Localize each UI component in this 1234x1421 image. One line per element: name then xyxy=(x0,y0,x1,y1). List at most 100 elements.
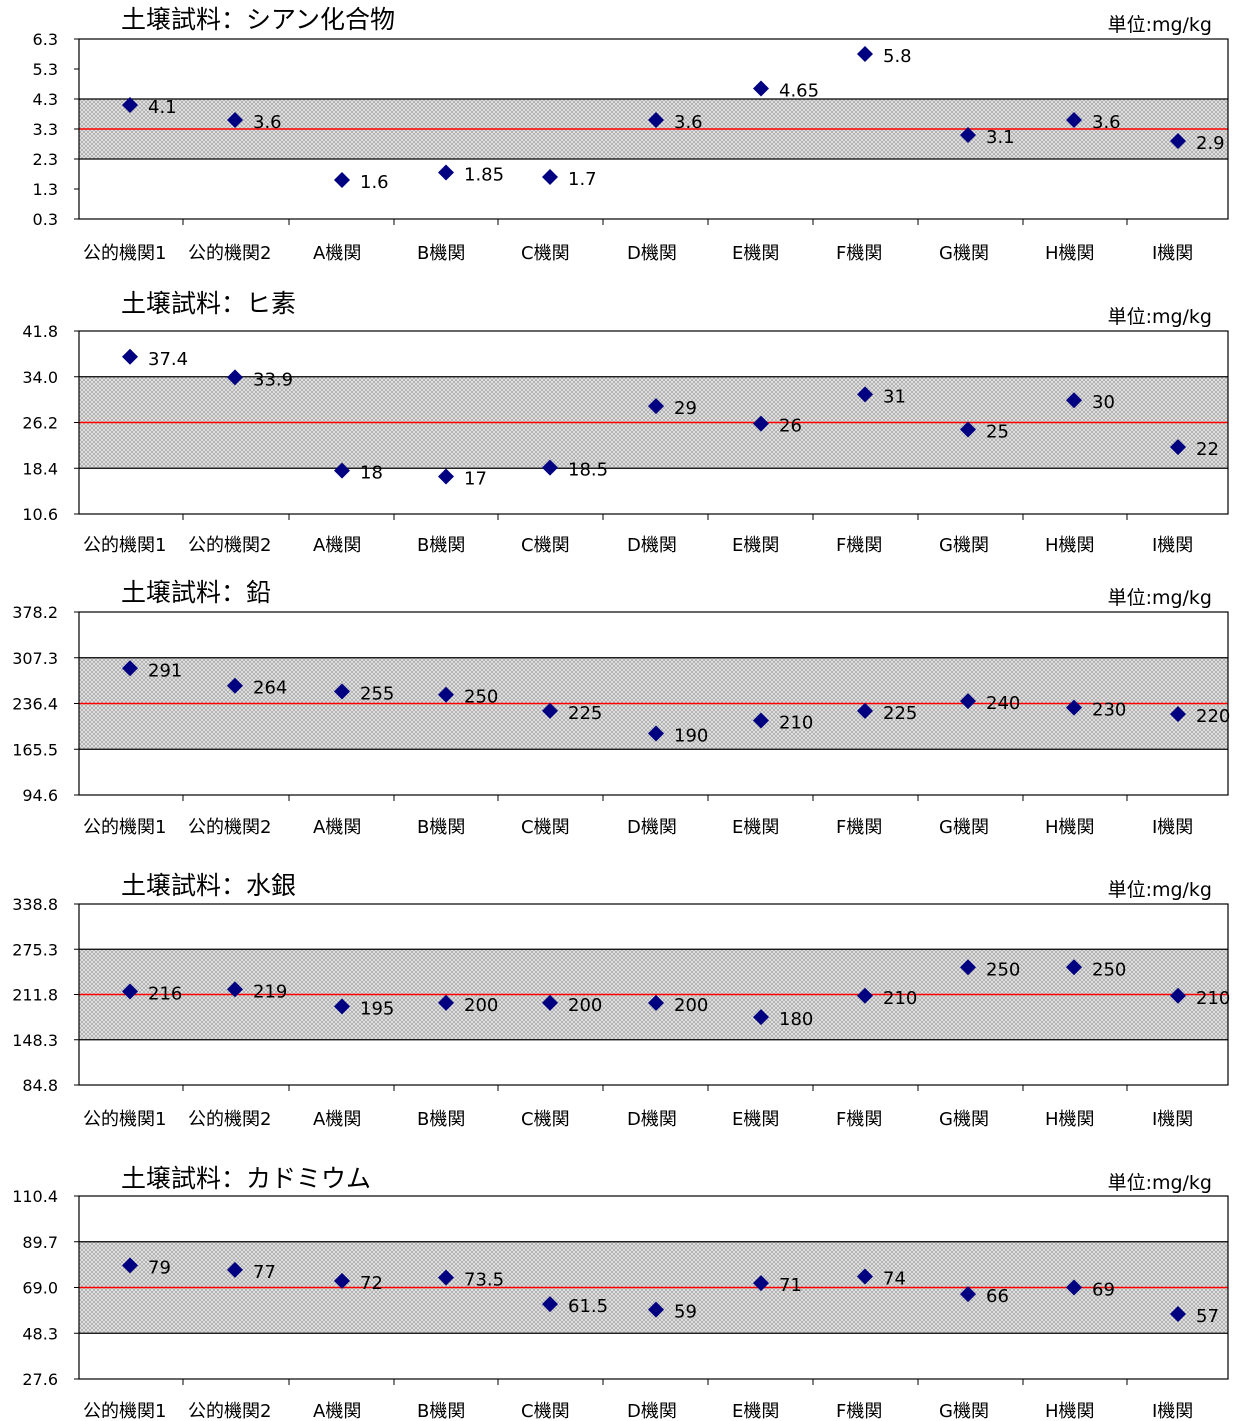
category-label: 公的機関2 xyxy=(188,1401,271,1421)
data-label: 17 xyxy=(464,468,487,489)
data-label: 240 xyxy=(986,693,1020,714)
data-point xyxy=(857,702,873,719)
y-tick-label: 6.3 xyxy=(33,30,58,49)
y-tick-label: 211.8 xyxy=(12,986,58,1005)
data-point xyxy=(857,987,873,1004)
chart-panel-1: 土壌試料：シアン化合物 単位:mg/kg 6.3 5.3 4.3 3.3 2.3 1.3 0.3… xyxy=(33,5,1229,264)
y-tick-label: 3.3 xyxy=(33,120,58,139)
data-label: 3.6 xyxy=(1092,112,1121,133)
category-label: E機関 xyxy=(732,243,779,264)
data-point xyxy=(438,164,454,181)
data-point xyxy=(753,415,769,432)
data-point xyxy=(753,1275,769,1292)
data-label: 190 xyxy=(674,725,708,746)
data-label: 220 xyxy=(1196,706,1230,727)
category-label: B機関 xyxy=(417,243,465,264)
category-label: C機関 xyxy=(521,535,570,556)
data-point xyxy=(122,983,138,1000)
category-label: I機関 xyxy=(1152,535,1193,556)
category-label: A機関 xyxy=(313,817,361,838)
category-label: I機関 xyxy=(1152,243,1193,264)
data-point xyxy=(438,1269,454,1286)
category-label: G機関 xyxy=(939,1109,989,1130)
data-label: 26 xyxy=(779,416,802,437)
data-label: 59 xyxy=(674,1302,697,1323)
unit-label: 単位:mg/kg xyxy=(1108,14,1212,36)
y-tick-label: 275.3 xyxy=(12,940,58,959)
data-point xyxy=(438,686,454,703)
category-label: B機関 xyxy=(417,817,465,838)
data-point xyxy=(960,693,976,710)
data-point xyxy=(334,172,350,188)
category-label: A機関 xyxy=(313,1109,361,1130)
data-label: 230 xyxy=(1092,700,1126,721)
category-label: A機関 xyxy=(313,535,361,556)
data-point xyxy=(227,677,243,694)
category-label: H機関 xyxy=(1045,817,1095,838)
data-point xyxy=(857,386,873,403)
data-label: 210 xyxy=(779,713,813,734)
category-label: E機関 xyxy=(732,535,779,556)
y-tick-label: 26.2 xyxy=(22,414,58,433)
data-point xyxy=(334,1272,350,1289)
category-label: C機関 xyxy=(521,817,570,838)
category-label: E機関 xyxy=(732,1401,779,1421)
data-label: 210 xyxy=(883,988,917,1009)
data-label: 291 xyxy=(148,660,182,681)
y-tick-label: 378.2 xyxy=(12,603,58,622)
data-label: 195 xyxy=(360,998,394,1019)
chart-panel-2: 土壌試料：ヒ素 単位:mg/kg 41.8 34.0 26.2 18.4 10.6 公的機関1… xyxy=(22,289,1229,556)
category-label: H機関 xyxy=(1045,535,1095,556)
data-label: 200 xyxy=(464,995,498,1016)
data-label: 264 xyxy=(253,678,287,699)
category-label: D機関 xyxy=(627,535,677,556)
y-tick-label: 27.6 xyxy=(22,1370,58,1389)
data-point xyxy=(857,1268,873,1285)
y-tick-label: 18.4 xyxy=(22,459,58,478)
data-point xyxy=(1066,1279,1082,1296)
category-label: D機関 xyxy=(627,1401,677,1421)
data-label: 33.9 xyxy=(253,369,293,390)
data-label: 4.65 xyxy=(779,81,819,102)
data-point xyxy=(438,994,454,1011)
y-tick-label: 5.3 xyxy=(33,60,58,79)
data-label: 225 xyxy=(568,703,602,724)
data-point xyxy=(542,994,558,1011)
unit-label: 単位:mg/kg xyxy=(1108,1172,1212,1194)
data-point xyxy=(857,46,873,62)
data-point xyxy=(542,459,558,476)
y-tick-label: 148.3 xyxy=(12,1031,58,1050)
data-point xyxy=(753,1009,769,1026)
y-tick-label: 4.3 xyxy=(33,90,58,109)
data-point xyxy=(648,994,664,1011)
data-point xyxy=(542,169,558,185)
data-label: 79 xyxy=(148,1257,171,1278)
category-label: B機関 xyxy=(417,1401,465,1421)
category-label: G機関 xyxy=(939,243,989,264)
data-label: 250 xyxy=(986,959,1020,980)
data-label: 22 xyxy=(1196,439,1219,460)
data-label: 180 xyxy=(779,1009,813,1030)
data-label: 77 xyxy=(253,1262,276,1283)
data-point xyxy=(1066,112,1082,128)
data-label: 3.1 xyxy=(986,127,1015,148)
category-label: 公的機関2 xyxy=(188,535,271,556)
data-label: 72 xyxy=(360,1273,383,1294)
data-label: 250 xyxy=(1092,959,1126,980)
y-tick-label: 0.3 xyxy=(33,210,58,229)
data-label: 29 xyxy=(674,398,697,419)
category-label: H機関 xyxy=(1045,1109,1095,1130)
data-point xyxy=(122,660,138,677)
y-tick-label: 1.3 xyxy=(33,180,58,199)
data-label: 1.7 xyxy=(568,169,597,190)
data-point xyxy=(122,348,138,365)
category-label: G機関 xyxy=(939,817,989,838)
chart-title: 土壌試料：水銀 xyxy=(121,871,296,900)
category-label: 公的機関1 xyxy=(83,1109,166,1130)
chart-title: 土壌試料：鉛 xyxy=(121,578,271,607)
category-label: I機関 xyxy=(1152,817,1193,838)
category-label: B機関 xyxy=(417,535,465,556)
data-label: 18 xyxy=(360,463,383,484)
category-label: I機関 xyxy=(1152,1109,1193,1130)
